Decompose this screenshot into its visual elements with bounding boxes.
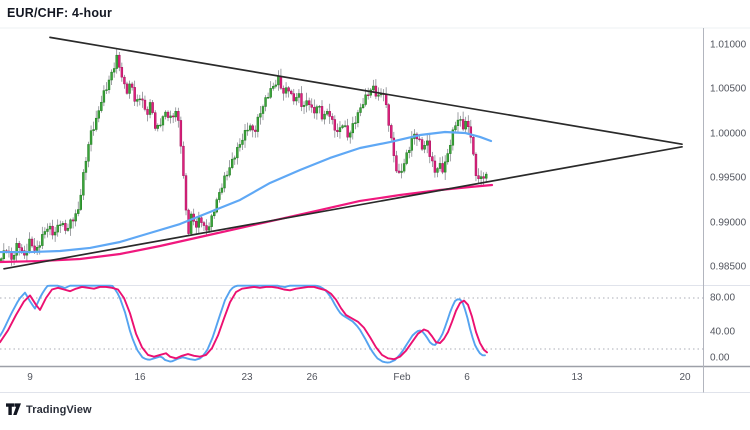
- tradingview-logo[interactable]: TradingView: [6, 403, 92, 416]
- stoch-d-line: [0, 286, 488, 361]
- price-axis-label: 0.99500: [710, 172, 747, 184]
- time-axis-label: 9: [27, 372, 33, 383]
- ascending-support: [3, 146, 683, 270]
- stoch-axis-label: 80.00: [710, 292, 736, 304]
- time-axis-label: 23: [241, 372, 253, 383]
- tradingview-icon: [6, 403, 21, 415]
- stoch-axis-label: 0.00: [710, 352, 730, 363]
- symbol-title: EUR/CHF: 4-hour: [7, 6, 113, 20]
- time-axis-label: 13: [571, 372, 583, 383]
- price-axis-label: 1.00000: [710, 128, 747, 139]
- tradingview-logo-text: TradingView: [26, 403, 92, 416]
- descending-resistance: [49, 36, 683, 146]
- time-axis-label: 16: [134, 372, 146, 383]
- stoch-axis-label: 40.00: [710, 326, 736, 338]
- time-axis-label: 26: [306, 372, 318, 383]
- price-axis-label: 0.98500: [710, 261, 747, 273]
- time-axis-label: 6: [464, 372, 470, 383]
- time-axis-label: Feb: [393, 372, 411, 383]
- price-axis-label: 0.99000: [710, 217, 747, 228]
- price-axis-label: 1.01000: [710, 39, 747, 50]
- price-axis-label: 1.00500: [710, 83, 747, 95]
- candles-layer: [0, 48, 488, 266]
- time-axis-label: 20: [679, 372, 691, 383]
- stoch-k-line: [0, 284, 486, 364]
- fast-ma-line: [0, 130, 493, 254]
